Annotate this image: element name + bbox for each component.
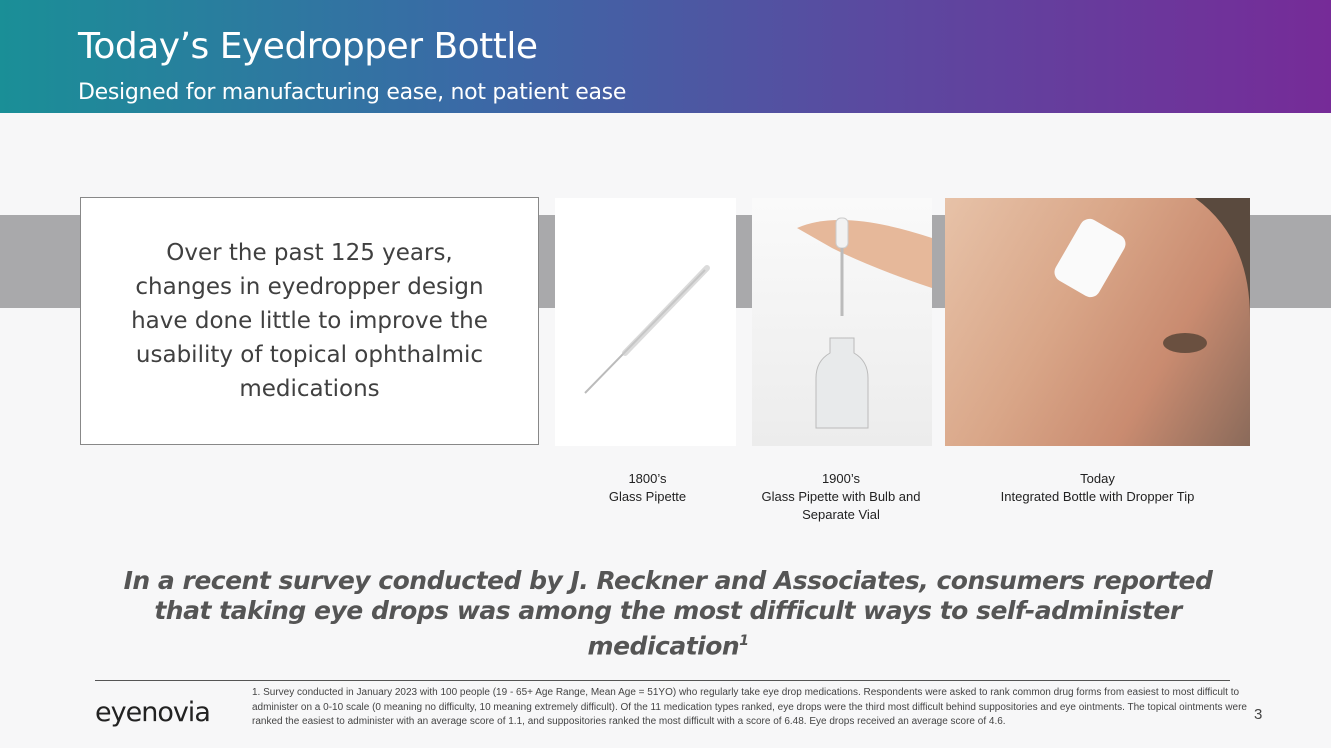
- caption-era: 1900’s: [821, 471, 861, 486]
- page-number: 3: [1254, 706, 1263, 723]
- caption-era: 1800’s: [628, 471, 667, 486]
- footnote: 1. Survey conducted in January 2023 with…: [252, 687, 1247, 727]
- slide-subtitle: Designed for manufacturing ease, not pat…: [78, 80, 627, 105]
- caption-1800s: 1800’s Glass Pipette: [575, 470, 720, 506]
- caption-1900s: 1900’s Glass Pipette with Bulb and Separa…: [756, 470, 926, 524]
- statement-text: Over the past 125 years, changes in eyed…: [131, 240, 488, 402]
- glass-pipette-image: [555, 198, 736, 446]
- caption-desc: Glass Pipette with Bulb and Separate Via…: [761, 489, 921, 522]
- footnote-marker: 1: [739, 633, 749, 649]
- caption-today: Today Integrated Bottle with Dropper Tip: [965, 470, 1230, 506]
- statement-box: Over the past 125 years, changes in eyed…: [80, 197, 539, 445]
- header-banner: Today’s Eyedropper Bottle Designed for m…: [0, 0, 1331, 113]
- caption-era: Today: [1080, 471, 1115, 486]
- slide-title: Today’s Eyedropper Bottle: [78, 26, 538, 67]
- pipette-bulb-vial-image: [752, 198, 932, 446]
- caption-desc: Glass Pipette: [608, 489, 687, 504]
- survey-quote: In a recent survey conducted by J. Reckn…: [100, 566, 1236, 661]
- eyenovia-logo: eyenovia: [95, 697, 211, 728]
- quote-text: In a recent survey conducted by J. Reckn…: [123, 566, 1213, 661]
- footer-divider: [95, 680, 1230, 681]
- person-using-eye-drops-image: [945, 198, 1250, 446]
- caption-desc: Integrated Bottle with Dropper Tip: [1000, 489, 1195, 504]
